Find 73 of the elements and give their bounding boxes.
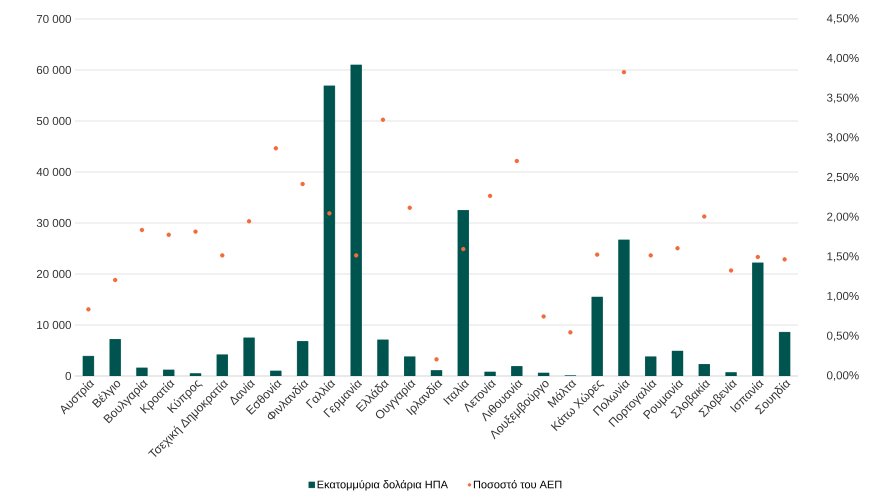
bar	[645, 356, 656, 376]
y-tick-label: 40 000	[36, 168, 72, 176]
point	[514, 158, 520, 164]
point	[274, 146, 278, 151]
bar	[484, 372, 496, 376]
bar	[82, 356, 94, 376]
y2-tick-label: 3,00%	[826, 133, 859, 143]
bar	[109, 339, 121, 376]
point	[622, 70, 626, 74]
y2-tick-label: 3,50%	[826, 94, 859, 104]
y2-tick-label: 4,00%	[826, 54, 859, 64]
bar	[511, 366, 523, 376]
bar	[243, 338, 255, 376]
bar	[591, 296, 603, 376]
point	[434, 357, 439, 362]
point	[782, 257, 787, 262]
point	[756, 254, 760, 260]
bar	[752, 262, 764, 376]
point	[728, 268, 734, 273]
legend-label: Ποσοστό του ΑΕΠ	[474, 480, 562, 488]
point	[354, 253, 358, 258]
y-tick-label: 70 000	[36, 14, 72, 24]
y2-tick-label: 2,00%	[827, 212, 859, 222]
bar	[618, 240, 630, 376]
y2-tick-label: 1,50%	[827, 252, 859, 262]
bar	[350, 64, 362, 376]
point	[300, 182, 305, 186]
point	[327, 211, 332, 216]
point	[702, 214, 706, 219]
legend-label: Εκατομμύρια δολάρια ΗΠΑ	[318, 480, 448, 491]
bar	[216, 354, 228, 376]
point	[380, 118, 386, 122]
bar	[270, 370, 282, 376]
bar	[324, 86, 336, 376]
bar	[538, 372, 550, 376]
y-tick-label: 0	[66, 372, 72, 380]
point	[568, 330, 573, 335]
point	[648, 253, 653, 258]
point	[488, 194, 492, 198]
point	[675, 246, 680, 250]
point	[112, 278, 118, 282]
point	[541, 314, 546, 319]
point	[246, 219, 252, 224]
y2-tick-label: 0,00%	[826, 371, 859, 381]
bar	[404, 356, 416, 376]
bar	[458, 210, 469, 376]
point	[86, 307, 91, 312]
point	[461, 246, 466, 252]
y-tick-label: 50 000	[36, 116, 72, 126]
bar	[163, 370, 174, 376]
bar	[190, 373, 202, 376]
bar	[698, 364, 710, 376]
bar	[725, 372, 737, 376]
bar	[778, 332, 790, 376]
y2-tick-label: 2,50%	[827, 172, 859, 182]
bar	[296, 341, 308, 376]
y2-tick-label: 1,00%	[827, 292, 859, 302]
y2-tick-label: 0,50%	[826, 332, 859, 342]
y-tick-label: 60 000	[36, 66, 72, 74]
point	[408, 206, 412, 210]
bar	[672, 350, 684, 376]
point	[594, 252, 600, 257]
bar	[430, 370, 442, 376]
y-tick-label: 30 000	[36, 218, 72, 228]
bar	[377, 340, 389, 376]
point	[193, 229, 198, 234]
point	[166, 232, 171, 237]
point	[220, 253, 224, 258]
y-tick-label: 20 000	[36, 270, 72, 278]
y-tick-label: 10 000	[37, 320, 72, 330]
bar	[136, 368, 148, 376]
point	[140, 228, 144, 232]
y2-tick-label: 4,50%	[826, 14, 859, 24]
